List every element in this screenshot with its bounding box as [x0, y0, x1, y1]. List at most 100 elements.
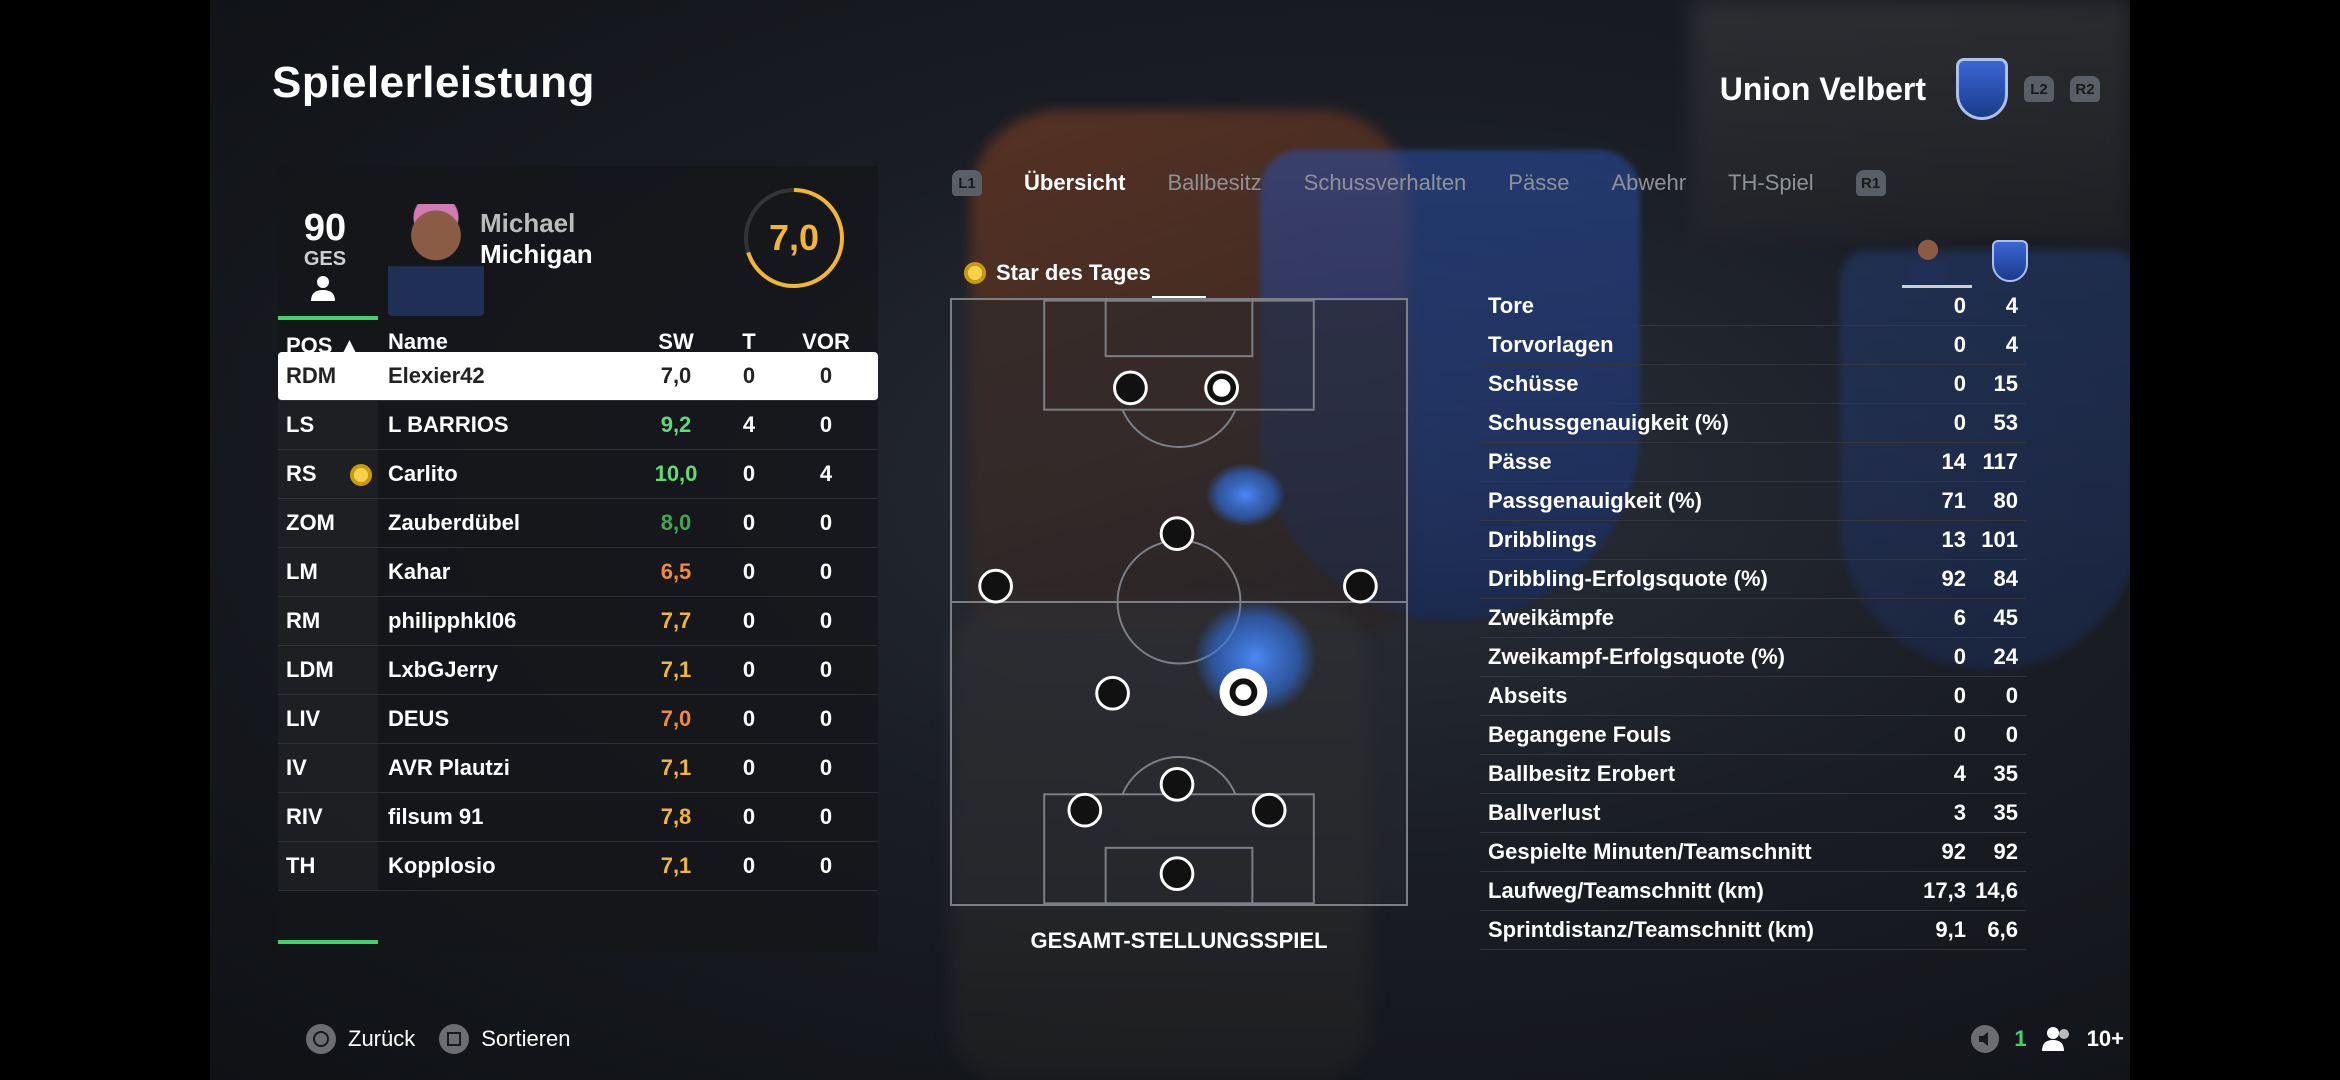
tab-goalkeeping[interactable]: TH-Spiel [1728, 170, 1814, 195]
stat-player-value: 4 [1953, 761, 1966, 786]
stat-team-value: 4 [2005, 332, 2018, 357]
stat-row: Pässe 14 117 [1480, 443, 2026, 482]
tab-passes[interactable]: Pässe [1508, 170, 1570, 195]
stat-label: Tore [1488, 293, 1535, 318]
l1-bumper-icon[interactable]: L1 [952, 170, 982, 196]
tab-defense[interactable]: Abwehr [1611, 170, 1687, 195]
table-row[interactable]: LM Kahar 6,5 0 0 [278, 548, 878, 597]
row-player-name: Elexier42 [388, 363, 485, 388]
stat-team-value: 45 [1993, 605, 2018, 630]
r1-bumper-icon[interactable]: R1 [1855, 170, 1886, 196]
player-name: Michael Michigan [480, 208, 593, 270]
row-position: LDM [278, 646, 378, 694]
row-assists: 0 [819, 412, 833, 437]
stat-row: Tore 0 4 [1480, 287, 2026, 326]
stat-row: Dribbling-Erfolgsquote (%) 92 84 [1480, 560, 2026, 599]
stat-label: Schüsse [1488, 371, 1579, 396]
tab-possession[interactable]: Ballbesitz [1167, 170, 1262, 195]
stat-player-value: 0 [1953, 410, 1966, 435]
row-rating: 7,1 [660, 657, 692, 682]
row-goals: 0 [742, 755, 756, 780]
row-assists: 0 [819, 755, 833, 780]
back-label: Zurück [348, 1026, 416, 1051]
table-row[interactable]: LS L BARRIOS 9,2 4 0 [278, 401, 878, 450]
table-row[interactable]: RM philipphkl06 7,7 0 0 [278, 597, 878, 646]
stat-row: Ballbesitz Erobert 4 35 [1480, 755, 2026, 794]
row-goals: 0 [742, 510, 756, 535]
r2-trigger-icon[interactable]: R2 [2070, 76, 2100, 102]
stat-row: Ballverlust 3 35 [1480, 794, 2026, 833]
table-row[interactable]: RIV filsum 91 7,8 0 0 [278, 793, 878, 842]
star-of-the-day: Star des Tages [964, 260, 1151, 286]
soccer-ball-icon [1212, 378, 1231, 397]
players-count: 10+ [2086, 1026, 2124, 1051]
row-goals: 0 [742, 706, 756, 731]
row-position: LIV [278, 695, 378, 743]
stat-label: Ballbesitz Erobert [1488, 761, 1676, 786]
stats-column-header [1900, 232, 2040, 288]
stat-label: Dribbling-Erfolgsquote (%) [1488, 566, 1768, 591]
stat-row: Passgenauigkeit (%) 71 80 [1480, 482, 2026, 521]
table-row[interactable]: TH Kopplosio 7,1 0 0 [278, 842, 878, 891]
club-name: Union Velbert [1719, 70, 1926, 107]
player-last-name: Michigan [480, 239, 593, 269]
stat-label: Gespielte Minuten/Teamschnitt [1488, 839, 1812, 864]
row-player-name: filsum 91 [388, 804, 484, 829]
tab-shooting[interactable]: Schussverhalten [1303, 170, 1467, 195]
row-assists: 0 [819, 853, 833, 878]
table-row[interactable]: ZOM Zauberdübel 8,0 0 0 [278, 499, 878, 548]
stat-label: Torvorlagen [1488, 332, 1614, 357]
row-player-name: Zauberdübel [388, 510, 521, 535]
stat-team-value: 80 [1993, 488, 2018, 513]
overall-label: GES [303, 248, 347, 270]
stat-label: Schussgenauigkeit (%) [1488, 410, 1729, 435]
stat-row: Schüsse 0 15 [1480, 365, 2026, 404]
t-header[interactable]: T [742, 329, 756, 354]
stat-row: Zweikämpfe 6 45 [1480, 599, 2026, 638]
stat-label: Pässe [1488, 449, 1552, 474]
stat-team-value: 0 [2005, 683, 2018, 708]
sw-header[interactable]: SW [658, 329, 694, 354]
stat-player-value: 71 [1941, 488, 1966, 513]
star-of-day-icon [964, 262, 986, 284]
row-goals: 0 [742, 559, 756, 584]
row-rating: 7,1 [660, 755, 692, 780]
row-position: RIV [278, 793, 378, 841]
player-marker [978, 568, 1013, 604]
row-player-name: Carlito [388, 461, 458, 486]
tab-overview[interactable]: Übersicht [1024, 170, 1126, 195]
players-icon [2041, 1027, 2069, 1051]
row-rating: 7,0 [660, 706, 692, 731]
stat-label: Begangene Fouls [1488, 722, 1672, 747]
row-rating: 7,1 [660, 853, 692, 878]
table-row[interactable]: RDM Elexier42 7,0 0 0 [278, 352, 878, 401]
table-row[interactable]: LDM LxbGJerry 7,1 0 0 [278, 646, 878, 695]
footer-controls: Zurück Sortieren [306, 1024, 571, 1054]
row-goals: 0 [742, 853, 756, 878]
back-button[interactable]: Zurück [306, 1024, 415, 1054]
player-marker [1067, 792, 1103, 828]
team-crest-icon [1992, 240, 2028, 282]
stat-team-value: 14,6 [1975, 878, 2018, 903]
row-assists: 0 [819, 559, 833, 584]
stat-player-value: 0 [1953, 722, 1966, 747]
stat-player-value: 14 [1941, 449, 1966, 474]
sort-button[interactable]: Sortieren [439, 1024, 571, 1054]
stat-row: Dribblings 13 101 [1480, 521, 2026, 560]
vor-header[interactable]: VOR [802, 329, 850, 354]
stat-player-value: 0 [1953, 644, 1966, 669]
overall-value: 90 [303, 207, 347, 249]
table-row[interactable]: LIV DEUS 7,0 0 0 [278, 695, 878, 744]
row-player-name: AVR Plautzi [388, 755, 510, 780]
table-row[interactable]: IV AVR Plautzi 7,1 0 0 [278, 744, 878, 793]
club-header: Union Velbert L2 R2 [1720, 58, 2100, 120]
stat-team-value: 6,6 [1987, 917, 2018, 942]
name-header[interactable]: Name [388, 329, 448, 354]
row-position: RM [278, 597, 378, 645]
stat-row: Gespielte Minuten/Teamschnitt 92 92 [1480, 833, 2026, 872]
stat-row: Begangene Fouls 0 0 [1480, 716, 2026, 755]
l2-trigger-icon[interactable]: L2 [2024, 76, 2054, 102]
table-row[interactable]: RS Carlito 10,0 0 4 [278, 450, 878, 499]
player-marker [1251, 792, 1287, 828]
stat-player-value: 9,1 [1935, 917, 1966, 942]
